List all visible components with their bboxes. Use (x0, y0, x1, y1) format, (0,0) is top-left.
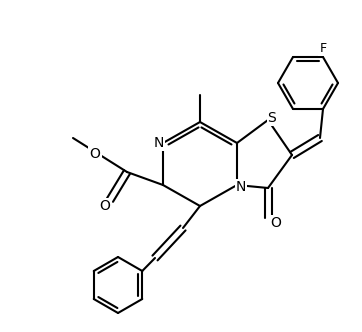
Text: O: O (100, 199, 110, 213)
Text: O: O (270, 216, 281, 230)
Text: F: F (319, 42, 327, 54)
Text: S: S (268, 111, 276, 125)
Text: N: N (154, 136, 164, 150)
Text: O: O (89, 147, 100, 161)
Text: N: N (236, 180, 246, 194)
